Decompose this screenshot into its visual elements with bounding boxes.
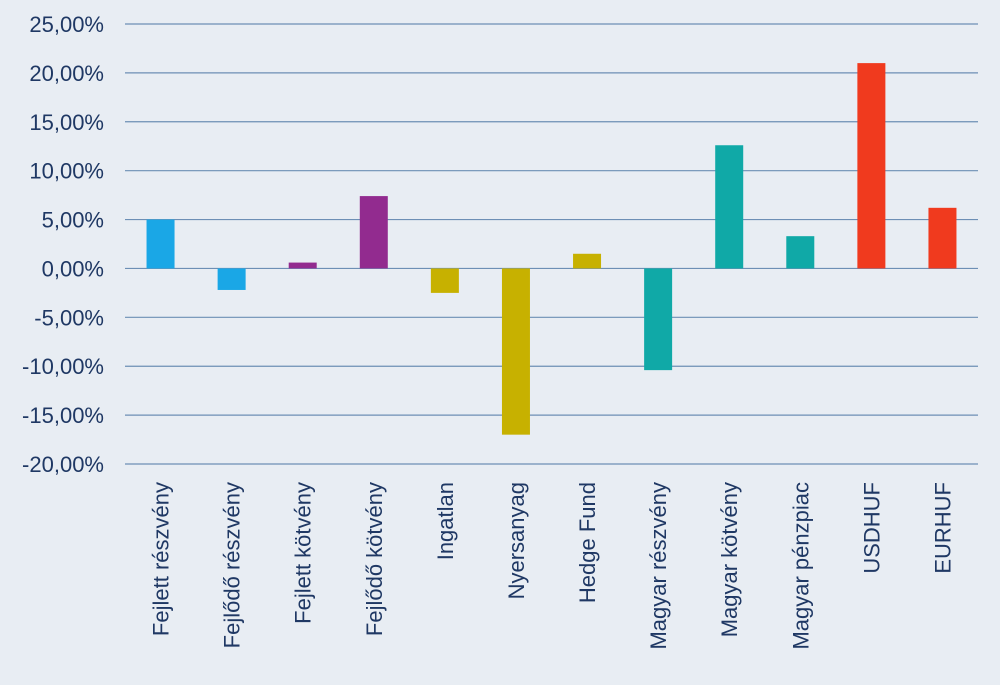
y-tick-label: 10,00%	[29, 159, 104, 184]
x-tick-label: Ingatlan	[433, 482, 458, 560]
x-tick-label: Magyar részvény	[646, 482, 671, 650]
y-tick-label: -10,00%	[22, 354, 104, 379]
x-tick-label: Magyar pénzpiac	[788, 482, 813, 650]
bar-1	[146, 219, 175, 269]
y-tick-label: 15,00%	[29, 110, 104, 135]
y-tick-label: 5,00%	[42, 208, 104, 233]
bar-7	[573, 253, 602, 269]
x-tick-label: Fejlett kötvény	[291, 482, 316, 624]
grid-lines	[125, 23, 978, 465]
y-tick-label: -5,00%	[34, 305, 104, 330]
y-tick-label: -20,00%	[22, 452, 104, 477]
y-tick-label: -15,00%	[22, 403, 104, 428]
bar-12	[928, 207, 957, 269]
x-tick-label: USDHUF	[859, 482, 884, 574]
x-tick-label: Fejlődő részvény	[220, 482, 245, 648]
x-axis-tick-labels: Fejlett részvény Fejlődő részvény Fejlett …	[149, 482, 956, 650]
bar-9	[715, 145, 744, 269]
y-tick-label: 25,00%	[29, 12, 104, 37]
x-tick-label: Hedge Fund	[575, 482, 600, 603]
x-tick-label: Magyar kötvény	[717, 482, 742, 637]
bar-3	[288, 262, 317, 269]
bars	[146, 63, 957, 435]
bar-8	[644, 268, 673, 371]
x-tick-label: Fejlődő kötvény	[362, 482, 387, 636]
bar-5	[430, 268, 459, 293]
y-tick-label: 20,00%	[29, 61, 104, 86]
bar-10	[786, 236, 815, 269]
y-tick-label: 0,00%	[42, 256, 104, 281]
bar-2	[217, 268, 246, 290]
x-tick-label: Fejlett részvény	[149, 482, 174, 636]
bar-11	[857, 63, 886, 269]
x-tick-label: EURHUF	[930, 482, 955, 574]
bar-6	[501, 268, 530, 435]
y-axis-tick-labels: 25,00% 20,00% 15,00% 10,00% 5,00% 0,00% -5,00%…	[22, 12, 104, 477]
x-tick-label: Nyersanyag	[504, 482, 529, 599]
bar-4	[359, 196, 388, 269]
